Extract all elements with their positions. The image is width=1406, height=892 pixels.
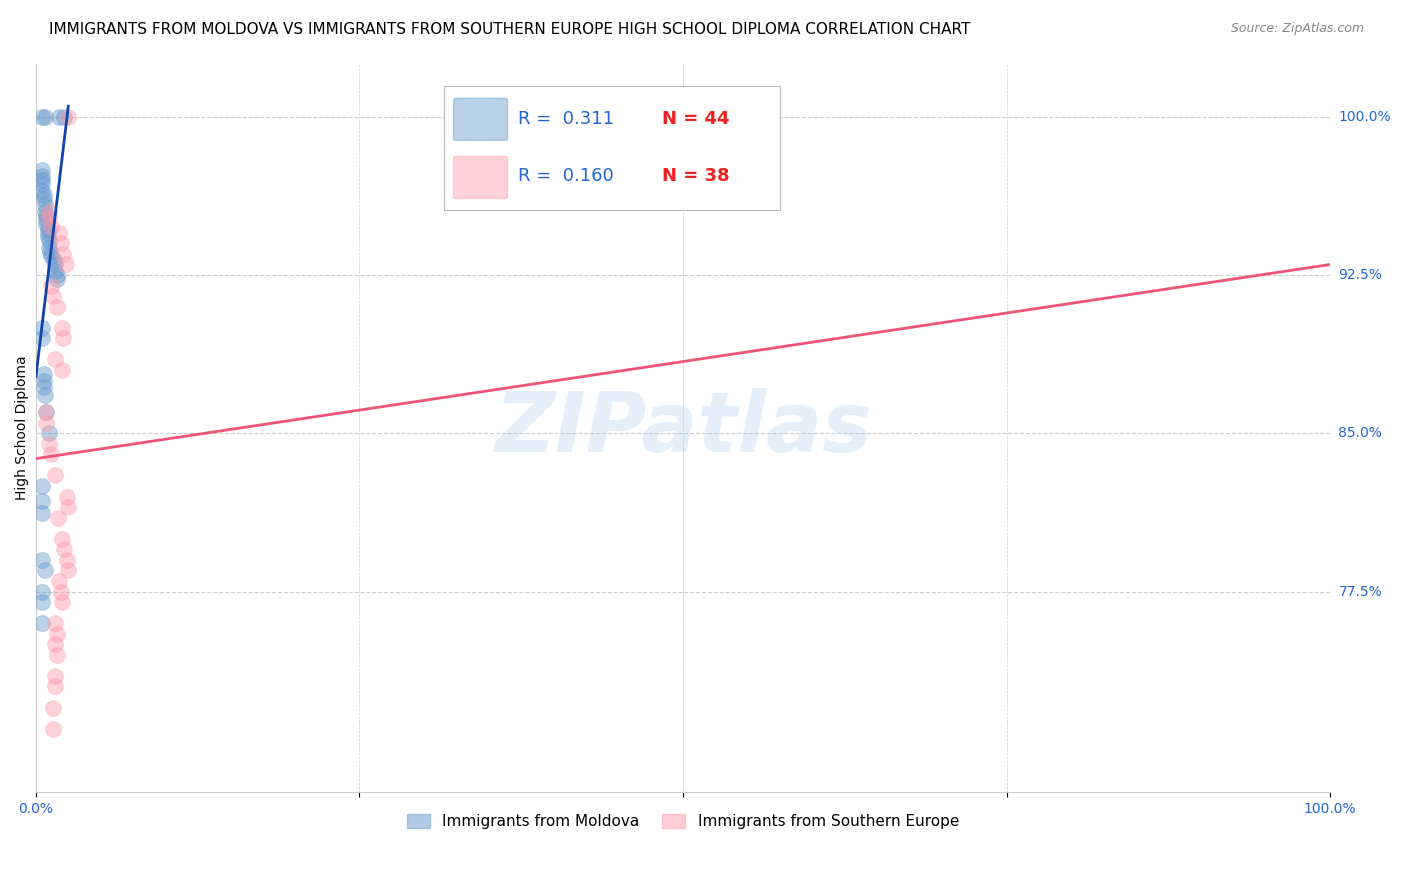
Point <box>42 289 65 303</box>
Point <box>53 542 76 557</box>
Point <box>45 272 67 286</box>
Point <box>45 626 67 640</box>
Point <box>31 110 53 124</box>
Text: Source: ZipAtlas.com: Source: ZipAtlas.com <box>1230 22 1364 36</box>
Text: IMMIGRANTS FROM MOLDOVA VS IMMIGRANTS FROM SOUTHERN EUROPE HIGH SCHOOL DIPLOMA C: IMMIGRANTS FROM MOLDOVA VS IMMIGRANTS FR… <box>49 22 970 37</box>
Point <box>37 226 59 240</box>
Point <box>31 584 53 599</box>
Point <box>34 388 56 402</box>
Point <box>38 437 60 451</box>
Point <box>34 110 56 124</box>
Point <box>34 198 56 212</box>
Point <box>35 213 58 227</box>
Point <box>31 320 53 334</box>
Point <box>41 249 63 263</box>
Point <box>32 380 55 394</box>
Point <box>44 264 66 278</box>
Point <box>48 110 70 124</box>
Point <box>51 320 73 334</box>
Point <box>32 368 55 382</box>
Point <box>44 258 66 272</box>
Point <box>37 230 59 244</box>
Point <box>53 110 76 124</box>
Point <box>56 490 79 504</box>
Point <box>44 352 66 367</box>
Point <box>31 595 53 609</box>
Point <box>38 241 60 255</box>
Point <box>42 700 65 714</box>
Point <box>42 722 65 736</box>
Point <box>44 669 66 683</box>
Point <box>45 648 67 662</box>
Point <box>31 331 53 345</box>
Point <box>46 510 69 524</box>
Point <box>32 187 55 202</box>
Point <box>38 235 60 249</box>
Point <box>58 500 80 515</box>
Point <box>48 574 70 588</box>
Point <box>31 178 53 192</box>
Text: 77.5%: 77.5% <box>1339 584 1382 599</box>
Point <box>41 219 63 234</box>
Point <box>58 563 80 577</box>
Point <box>31 173 53 187</box>
Text: ZIPatlas: ZIPatlas <box>494 387 872 468</box>
Point <box>45 268 67 282</box>
Point <box>38 426 60 441</box>
Point <box>37 221 59 235</box>
Point <box>39 244 62 259</box>
Point <box>49 236 72 251</box>
Y-axis label: High School Diploma: High School Diploma <box>15 356 30 500</box>
Point <box>44 680 66 694</box>
Point <box>31 616 53 631</box>
Text: 92.5%: 92.5% <box>1339 268 1382 282</box>
Point <box>34 563 56 577</box>
Text: 100.0%: 100.0% <box>1339 110 1391 124</box>
Point <box>35 405 58 419</box>
Point <box>51 595 73 609</box>
Point <box>51 532 73 546</box>
Point <box>35 405 58 419</box>
Text: 85.0%: 85.0% <box>1339 426 1382 441</box>
Point <box>38 204 60 219</box>
Point <box>41 447 63 461</box>
Point <box>56 553 79 567</box>
Point <box>31 507 53 521</box>
Point <box>35 209 58 223</box>
Point <box>42 253 65 268</box>
Point <box>31 162 53 177</box>
Point <box>44 468 66 483</box>
Point <box>44 616 66 631</box>
Point <box>52 331 75 345</box>
Point <box>31 479 53 493</box>
Point <box>51 363 73 377</box>
Point <box>41 278 63 293</box>
Point <box>49 584 72 599</box>
Point <box>32 192 55 206</box>
Point <box>35 218 58 232</box>
Point <box>44 637 66 651</box>
Point <box>58 110 80 124</box>
Point <box>38 211 60 225</box>
Point <box>31 553 53 567</box>
Legend: Immigrants from Moldova, Immigrants from Southern Europe: Immigrants from Moldova, Immigrants from… <box>401 808 965 835</box>
Point <box>45 300 67 314</box>
Point <box>31 493 53 508</box>
Point <box>32 374 55 388</box>
Point <box>55 258 77 272</box>
Point <box>31 184 53 198</box>
Point <box>35 416 58 430</box>
Point <box>31 169 53 183</box>
Point <box>52 247 75 261</box>
Point <box>34 204 56 219</box>
Point <box>48 226 70 240</box>
